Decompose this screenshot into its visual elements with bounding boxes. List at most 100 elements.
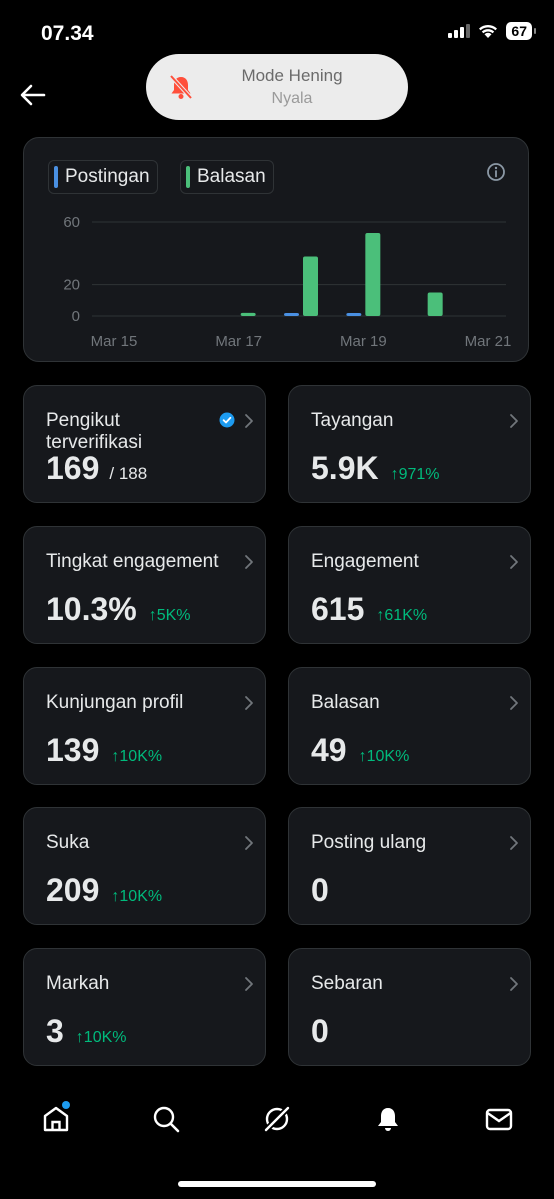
metric-delta: ↑10K% [111,748,163,765]
metric-card[interactable]: Kunjungan profil 139 ↑10K% [23,667,266,785]
chevron-right-icon [510,696,518,710]
metric-card[interactable]: Tingkat engagement 10.3% ↑5K% [23,526,266,644]
legend-label: Balasan [197,166,266,187]
chevron-right-icon [245,555,253,569]
metric-value-row: 169 / 188 [46,450,147,487]
messages-icon[interactable] [483,1103,515,1135]
legend-postingan[interactable]: Postingan [48,160,158,194]
home-notification-dot [62,1101,70,1109]
chevron-right-icon [510,555,518,569]
metric-card[interactable]: Markah 3 ↑10K% [23,948,266,1066]
x-tick-label: Mar 15 [91,333,138,350]
grok-icon[interactable] [261,1103,293,1135]
metric-label: Posting ulang [311,832,427,853]
metric-value-row: 10.3% ↑5K% [46,591,191,628]
metric-value-row: 49 ↑10K% [311,732,409,769]
notifications-icon[interactable] [372,1103,404,1135]
x-tick-label: Mar 21 [465,333,512,350]
metric-card[interactable]: Engagement 615 ↑61K% [288,526,531,644]
metric-delta: ↑5K% [148,607,191,624]
metric-delta: ↑61K% [376,607,428,624]
metric-label: Markah [46,973,110,994]
metric-value-row: 209 ↑10K% [46,872,162,909]
bar-balasan-3[interactable] [303,256,318,316]
metric-value-row: 3 ↑10K% [46,1013,127,1050]
bar-chart: 0 20 60 Mar 15 Mar 17 Mar 19 Mar 21 [63,214,512,350]
legend-balasan[interactable]: Balasan [180,160,274,194]
home-indicator [178,1181,376,1187]
battery-level: 67 [506,22,536,40]
bar-postingan-3[interactable] [284,313,299,316]
metric-value: 49 [311,732,347,768]
home-icon[interactable] [40,1103,72,1135]
metric-value-row: 0 [311,1013,329,1050]
chevron-right-icon [245,414,253,428]
metric-value: 5.9K [311,450,379,486]
metric-card[interactable]: Pengikut terverifikasi 169 / 188 [23,385,266,503]
bell-slash-icon [169,74,193,100]
legend-swatch [54,166,58,188]
status-bar: 07.34 67 [0,0,554,60]
bar-balasan-5[interactable] [427,292,443,317]
chevron-right-icon [245,977,253,991]
chevron-right-icon [245,696,253,710]
signal-icon [448,24,471,38]
search-icon[interactable] [150,1103,182,1135]
chevron-right-icon [510,414,518,428]
metric-value-row: 0 [311,872,329,909]
chevron-right-icon [510,977,518,991]
metric-value: 209 [46,872,100,908]
metric-label: Balasan [311,692,380,713]
metric-label: Engagement [311,551,419,572]
back-arrow-icon[interactable] [18,80,48,110]
metric-card[interactable]: Balasan 49 ↑10K% [288,667,531,785]
metric-label: Suka [46,832,90,853]
metric-label: Pengikut terverifikasi [46,410,143,453]
y-tick-label: 60 [63,214,80,231]
toast-title: Mode Hening [241,66,343,85]
status-icons: 67 [448,22,536,40]
metric-value-row: 5.9K ↑971% [311,450,440,487]
metric-label: Kunjungan profil [46,692,184,713]
metric-card[interactable]: Posting ulang 0 [288,807,531,925]
metric-value: 0 [311,1013,329,1049]
metric-label: Tingkat engagement [46,551,219,572]
legend-swatch [186,166,190,188]
x-tick-label: Mar 19 [340,333,387,350]
wifi-icon [479,24,498,38]
metric-value: 10.3% [46,591,137,627]
metric-value: 0 [311,872,329,908]
status-time: 07.34 [41,22,94,45]
metric-value-row: 615 ↑61K% [311,591,427,628]
verified-badge-icon [219,412,235,428]
metric-delta: ↑10K% [358,748,410,765]
metric-value: 139 [46,732,100,768]
y-tick-label: 0 [72,308,80,325]
metric-delta: ↑971% [390,466,440,483]
bar-balasan-2[interactable] [240,312,256,316]
toast-subtitle: Nyala [271,90,313,107]
metric-value: 169 [46,450,100,486]
bar-postingan-4[interactable] [346,313,362,316]
legend-label: Postingan [65,166,150,187]
bottom-tab-bar [0,1088,554,1158]
chevron-right-icon [245,836,253,850]
chevron-right-icon [510,836,518,850]
metric-delta: ↑10K% [111,888,163,905]
bar-balasan-4[interactable] [365,232,381,316]
metric-card[interactable]: Tayangan 5.9K ↑971% [288,385,531,503]
silent-mode-toast: Mode Hening Nyala [146,54,408,120]
activity-chart-card: Postingan Balasan 0 20 60 Mar 15 Mar 17 Mar 1… [23,137,529,362]
x-tick-label: Mar 17 [215,333,262,350]
metric-label: Sebaran [311,973,383,994]
metric-card[interactable]: Sebaran 0 [288,948,531,1066]
metric-value: 615 [311,591,365,627]
metric-card[interactable]: Suka 209 ↑10K% [23,807,266,925]
y-tick-label: 20 [63,277,80,294]
metric-delta: ↑10K% [75,1029,127,1046]
metric-value-row: 139 ↑10K% [46,732,162,769]
metric-value: 3 [46,1013,64,1049]
info-icon[interactable] [486,162,506,182]
metric-total: / 188 [109,464,148,483]
metric-label: Tayangan [311,410,394,431]
